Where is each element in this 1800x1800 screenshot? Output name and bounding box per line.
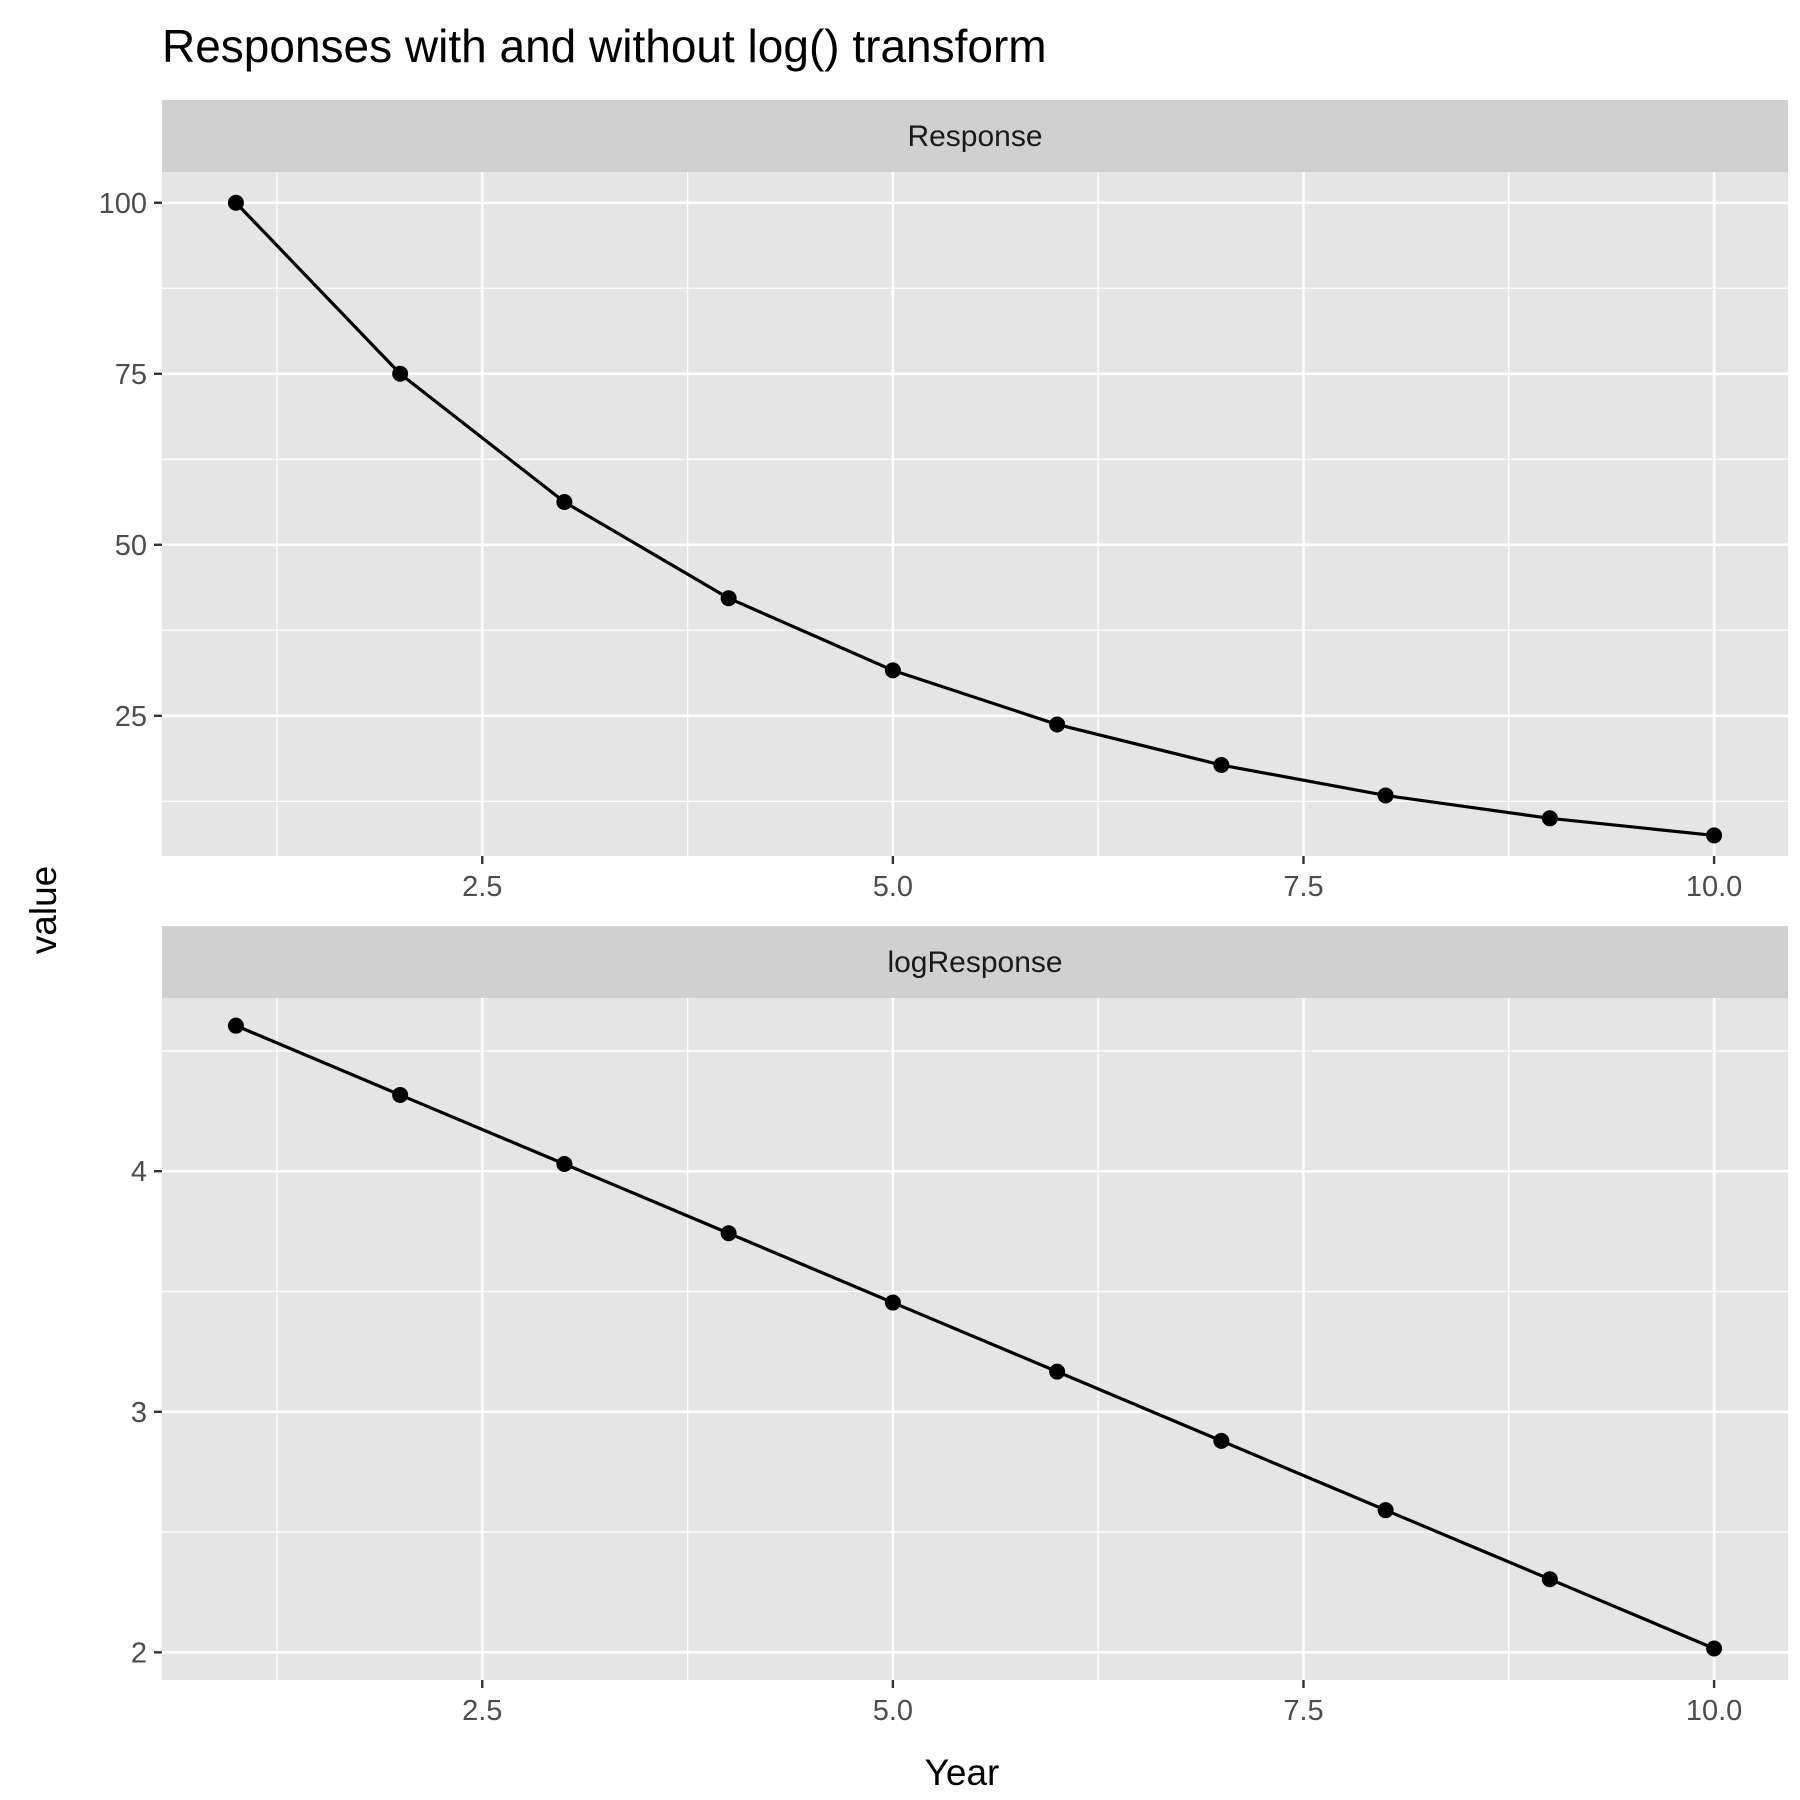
data-point	[884, 662, 901, 679]
strip-label-response: Response	[907, 120, 1042, 153]
x-tick-label: 5.0	[873, 1695, 913, 1727]
y-axis-response: 25 50 75 100	[99, 188, 162, 733]
data-point	[1049, 716, 1066, 733]
data-point	[1706, 1640, 1723, 1657]
y-tick-label: 25	[115, 701, 147, 733]
y-tick-label: 2	[131, 1637, 147, 1669]
gridlines-logresponse	[162, 998, 1788, 1680]
chart-title: Responses with and without log() transfo…	[162, 20, 1047, 72]
data-point	[1541, 1571, 1558, 1588]
panel-logresponse: logResponse 2 3 4 2.5 5.0 7.5 10.0	[131, 926, 1788, 1727]
data-point	[556, 494, 573, 511]
data-point	[1541, 810, 1558, 827]
x-tick-label: 2.5	[462, 871, 502, 903]
series-response	[227, 194, 1723, 844]
data-point	[392, 365, 409, 382]
y-axis-logresponse: 2 3 4	[131, 1156, 162, 1669]
panel-response: Response 25 50 75 100 2.5 5.0 7.5 10.0	[99, 100, 1788, 903]
y-tick-label: 4	[131, 1156, 147, 1188]
data-point	[1706, 827, 1723, 844]
data-point	[1213, 1432, 1230, 1449]
y-tick-label: 100	[99, 188, 147, 220]
strip-response	[162, 100, 1788, 172]
data-point	[392, 1086, 409, 1103]
series-logresponse	[227, 1017, 1723, 1657]
x-tick-label: 10.0	[1686, 1695, 1742, 1727]
data-point	[720, 590, 737, 607]
y-tick-label: 50	[115, 530, 147, 562]
series-line-logresponse	[235, 1024, 1715, 1650]
data-point	[1377, 1502, 1394, 1519]
strip-logresponse	[162, 926, 1788, 998]
gridlines-response	[162, 172, 1788, 856]
y-tick-label: 75	[115, 359, 147, 391]
x-tick-label: 7.5	[1283, 1695, 1323, 1727]
x-tick-label: 2.5	[462, 1695, 502, 1727]
y-tick-label: 3	[131, 1397, 147, 1429]
data-point	[1213, 757, 1230, 774]
x-tick-label: 10.0	[1686, 871, 1742, 903]
data-point	[720, 1225, 737, 1242]
panel-background-response	[162, 172, 1788, 856]
data-point	[884, 1294, 901, 1311]
data-point	[1049, 1363, 1066, 1380]
x-tick-label: 5.0	[873, 871, 913, 903]
series-line-response	[234, 201, 1715, 838]
strip-label-logresponse: logResponse	[887, 946, 1062, 979]
x-axis-title: Year	[925, 1752, 1000, 1793]
y-axis-title: value	[23, 866, 64, 954]
x-axis-logresponse: 2.5 5.0 7.5 10.0	[462, 1680, 1742, 1727]
data-point	[1377, 787, 1394, 804]
x-axis-response: 2.5 5.0 7.5 10.0	[462, 856, 1742, 903]
data-point	[227, 1017, 244, 1034]
data-point	[227, 194, 244, 211]
data-point	[556, 1155, 573, 1172]
x-tick-label: 7.5	[1283, 871, 1323, 903]
